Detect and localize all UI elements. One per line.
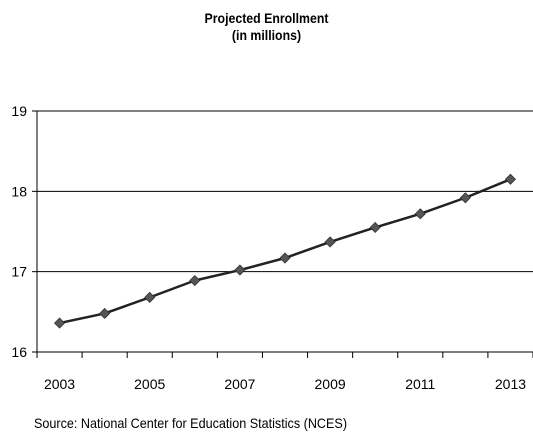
- data-point: [369, 221, 381, 234]
- chart-title: Projected Enrollment: [204, 10, 329, 26]
- x-tick-label: 2005: [134, 376, 165, 392]
- data-point: [53, 317, 66, 329]
- data-point: [234, 264, 246, 276]
- x-tick-label: 2009: [315, 376, 346, 392]
- data-point: [144, 291, 156, 303]
- x-tick-label: 2007: [224, 376, 255, 392]
- data-point: [504, 173, 517, 185]
- data-point: [459, 192, 471, 204]
- data-point: [324, 236, 336, 248]
- x-tick-label: 2013: [495, 376, 526, 392]
- source-note: Source: National Center for Education St…: [34, 415, 348, 431]
- chart-subtitle: (in millions): [231, 27, 302, 43]
- data-point: [279, 252, 291, 264]
- data-point: [99, 307, 111, 320]
- y-tick-label: 19: [11, 103, 27, 119]
- data-point: [414, 208, 426, 220]
- series-line: [59, 178, 511, 325]
- y-tick-label: 18: [11, 183, 27, 199]
- y-tick-label: 16: [11, 344, 27, 360]
- y-tick-label: 17: [11, 264, 27, 280]
- x-tick-label: 2003: [44, 376, 75, 392]
- data-point: [189, 274, 201, 287]
- x-tick-label: 2011: [405, 376, 435, 392]
